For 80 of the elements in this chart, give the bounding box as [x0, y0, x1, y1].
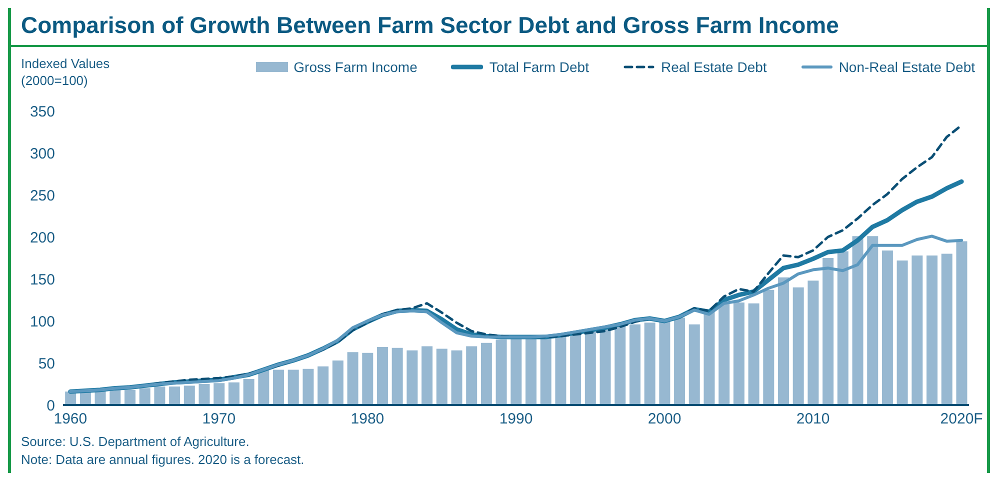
legend-label: Real Estate Debt	[660, 59, 767, 75]
bar	[808, 280, 819, 405]
bar	[748, 303, 760, 405]
x-tick-label: 1970	[202, 410, 236, 428]
x-tick-label: 1960	[54, 410, 88, 428]
bar	[169, 386, 180, 405]
bar	[822, 258, 834, 405]
bar	[332, 360, 344, 405]
bar	[912, 255, 923, 405]
bar	[614, 326, 626, 405]
bar	[376, 347, 388, 405]
bar	[466, 346, 478, 405]
bar	[941, 254, 952, 405]
bar	[644, 322, 656, 405]
bar	[243, 378, 254, 405]
x-tick-label: 1990	[499, 410, 533, 428]
y-tick-label: 100	[30, 313, 55, 330]
bar	[362, 352, 374, 405]
bar	[347, 352, 358, 405]
y-tick-label: 200	[30, 229, 55, 246]
y-tick-label: 300	[30, 145, 55, 162]
legend-label: Total Farm Debt	[489, 59, 589, 75]
bar	[956, 241, 968, 405]
bar	[926, 255, 938, 405]
bar	[704, 310, 715, 405]
bar	[124, 390, 136, 405]
bar	[659, 321, 670, 405]
bar	[139, 388, 150, 405]
bar	[600, 329, 611, 405]
bar	[392, 348, 403, 405]
bar	[302, 368, 314, 405]
bar	[837, 251, 848, 405]
bar	[867, 236, 878, 405]
bar	[584, 332, 596, 405]
bar	[570, 334, 582, 405]
chart-title: Comparison of Growth Between Farm Sector Debt and Gross Farm Income	[11, 8, 987, 47]
bar	[422, 346, 433, 405]
bar	[792, 287, 804, 405]
bar	[214, 383, 225, 405]
bar	[733, 302, 744, 405]
y-tick-label: 250	[30, 187, 55, 204]
bar	[718, 303, 730, 405]
bar	[688, 324, 700, 405]
bar	[778, 277, 789, 405]
y-tick-label: 150	[30, 271, 55, 288]
y-tick-label: 350	[30, 103, 55, 120]
bar	[198, 384, 210, 405]
bar	[555, 336, 566, 405]
line-series	[68, 234, 964, 394]
bar	[496, 339, 507, 405]
bar	[318, 366, 329, 405]
x-tick-label: 2000	[648, 410, 682, 428]
bar	[154, 386, 166, 405]
legend-label: Gross Farm Income	[294, 59, 418, 75]
bar	[629, 324, 640, 405]
bar	[184, 386, 195, 405]
legend-label: Non-Real Estate Debt	[838, 59, 975, 75]
bar	[451, 350, 462, 405]
bar	[852, 236, 864, 405]
bar	[288, 370, 299, 405]
x-tick-label: 2020F	[940, 410, 983, 428]
y-tick-label: 0	[46, 397, 55, 414]
x-tick-label: 2010	[796, 410, 830, 428]
bar	[526, 338, 537, 405]
bar	[406, 350, 418, 405]
bar	[273, 370, 284, 405]
bar	[480, 342, 492, 405]
y-tick-label: 50	[38, 355, 55, 372]
bar	[674, 318, 686, 405]
bar	[436, 348, 448, 405]
y-axis-title: Indexed Values (2000=100)	[21, 55, 111, 89]
bar	[896, 260, 908, 405]
bar	[882, 250, 893, 405]
bar	[228, 382, 240, 405]
source-note: Source: U.S. Department of Agriculture.	[21, 433, 250, 451]
text: Note: Data are annual figures. 2020 is a forecast.	[21, 451, 306, 469]
bar	[540, 338, 552, 405]
bar	[510, 338, 522, 405]
bar	[763, 290, 774, 405]
x-tick-label: 1980	[350, 410, 384, 428]
